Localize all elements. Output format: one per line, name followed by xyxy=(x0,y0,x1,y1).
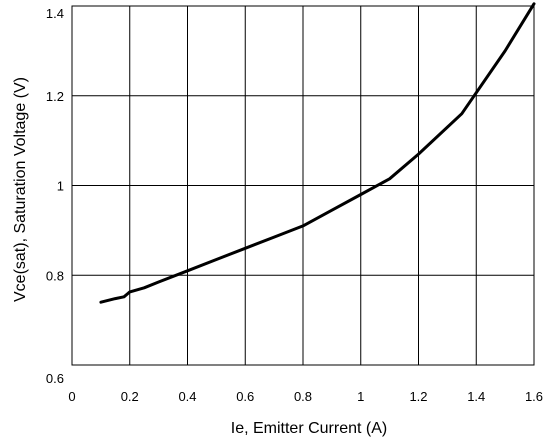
y-axis-ticks: 0.6 0.8 1 1.2 1.4 xyxy=(46,6,64,386)
y-axis-label: Vce(sat), Saturation Voltage (V) xyxy=(12,77,29,302)
plot-area xyxy=(71,5,535,366)
x-tick-label: 1.6 xyxy=(525,389,543,404)
x-tick-label: 0.8 xyxy=(294,389,312,404)
x-tick-label: 0.4 xyxy=(178,389,196,404)
x-axis-ticks: 0 0.2 0.4 0.6 0.8 1 1.2 1.4 1.6 xyxy=(68,389,543,404)
x-tick-label: 0.6 xyxy=(236,389,254,404)
x-tick-label: 0.2 xyxy=(121,389,139,404)
x-axis-label: Ie, Emitter Current (A) xyxy=(231,420,387,437)
y-tick-label: 0.8 xyxy=(46,268,64,283)
series-group xyxy=(99,2,536,304)
x-tick-label: 1 xyxy=(357,389,364,404)
grid-lines xyxy=(72,6,534,365)
y-tick-label: 1.2 xyxy=(46,89,64,104)
x-tick-label: 1.4 xyxy=(467,389,485,404)
y-tick-label: 0.6 xyxy=(46,371,64,386)
x-tick-label: 1.2 xyxy=(409,389,427,404)
series-line-0 xyxy=(99,2,536,304)
x-tick-label: 0 xyxy=(68,389,75,404)
y-tick-label: 1 xyxy=(57,179,64,194)
y-tick-label: 1.4 xyxy=(46,6,64,21)
